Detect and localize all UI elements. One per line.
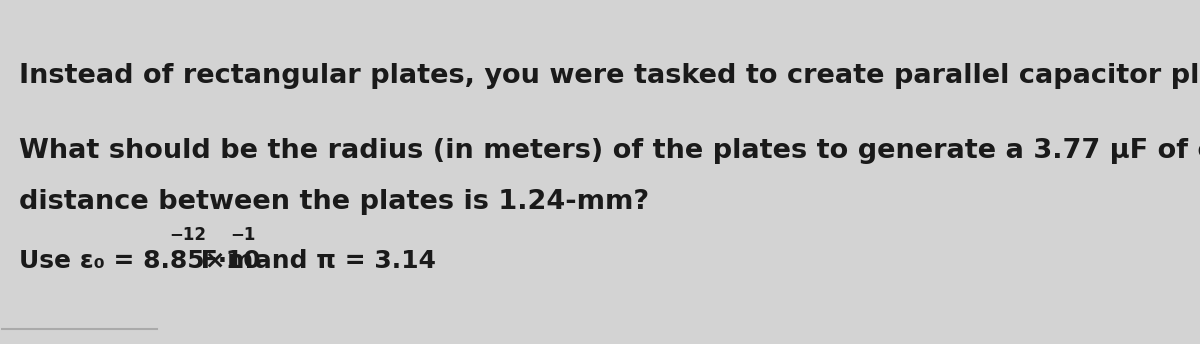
Text: What should be the radius (in meters) of the plates to generate a 3.77 μF of cap: What should be the radius (in meters) of…: [19, 138, 1200, 164]
Text: Instead of rectangular plates, you were tasked to create parallel capacitor plat: Instead of rectangular plates, you were …: [19, 63, 1200, 89]
Text: distance between the plates is 1.24-mm?: distance between the plates is 1.24-mm?: [19, 189, 649, 215]
Text: F·m: F·m: [192, 249, 253, 272]
Text: −1: −1: [230, 226, 256, 244]
Text: and π = 3.14: and π = 3.14: [246, 249, 436, 272]
Text: Use ε₀ = 8.85×10: Use ε₀ = 8.85×10: [19, 249, 260, 272]
Text: −12: −12: [169, 226, 206, 244]
